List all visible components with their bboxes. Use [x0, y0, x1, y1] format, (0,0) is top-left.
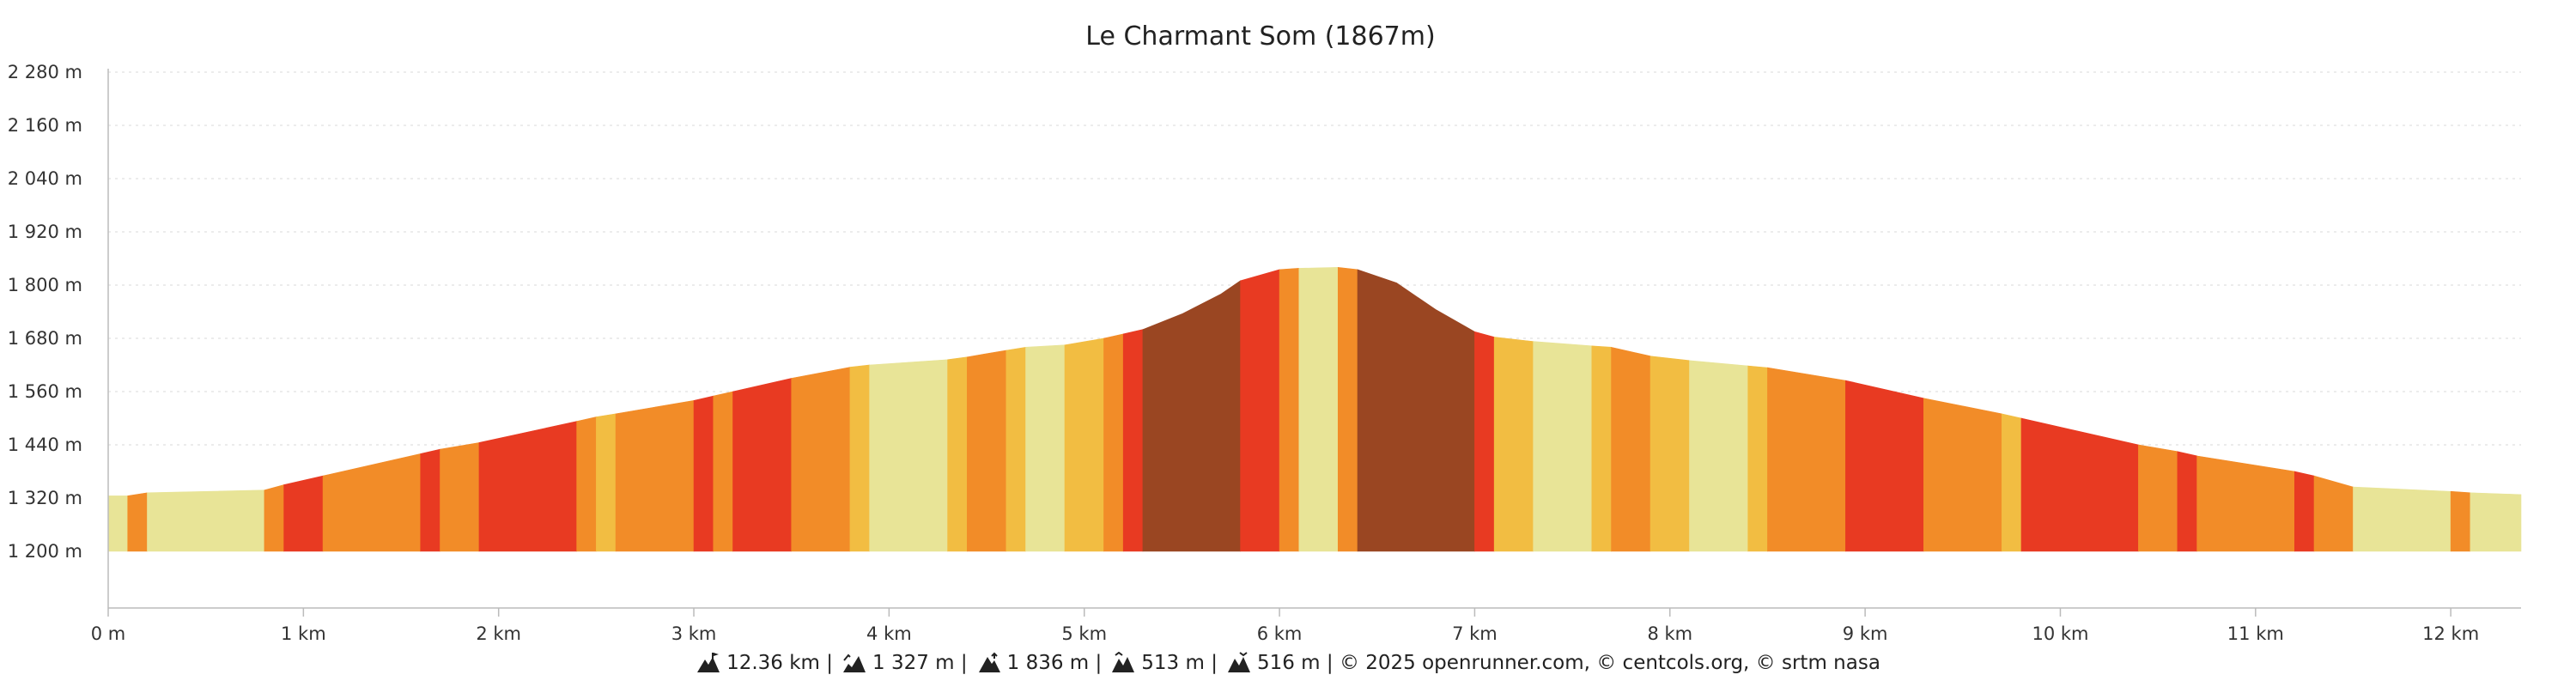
elevation-segment: [1005, 346, 1026, 552]
elevation-loss-stat: 516 m | © 2025 openrunner.com, © centcol…: [1226, 652, 1880, 674]
x-tick-label: 0 m: [91, 623, 126, 644]
x-tick-label: 10 km: [2032, 623, 2088, 644]
elevation-segment: [1279, 268, 1300, 552]
axes: [107, 69, 2521, 609]
y-tick-label: 1 440 m: [8, 435, 82, 455]
x-tick-label: 12 km: [2422, 623, 2479, 644]
elevation-segment: [732, 378, 793, 552]
x-tick-label: 3 km: [671, 623, 717, 644]
distance-stat: 12.36 km |: [696, 652, 833, 674]
route-summary: 12.36 km | 1 327 m | 1 836 m | 513 m | 5…: [0, 646, 2576, 680]
x-tick-label: 7 km: [1452, 623, 1498, 644]
elevation-segment: [2196, 455, 2295, 552]
ascent-stat: 1 327 m |: [841, 652, 968, 674]
x-tick-label: 8 km: [1647, 623, 1692, 644]
ascent-icon: [843, 654, 866, 672]
max-altitude-stat: 1 836 m |: [976, 652, 1103, 674]
elevation-segment: [420, 448, 440, 552]
elevation-segment: [791, 367, 851, 552]
y-tick-label: 1 680 m: [8, 328, 82, 349]
distance-value: 12.36 km |: [726, 652, 834, 674]
elevation-segment: [615, 399, 695, 552]
elevation-segment: [1142, 280, 1241, 552]
elevation-segment: [107, 495, 129, 552]
elevation-segment: [2353, 486, 2451, 552]
y-tick-label: 1 560 m: [8, 381, 82, 402]
elevation-segment: [1357, 269, 1475, 552]
elevation-gain-stat: 513 m |: [1110, 652, 1218, 674]
elevation-segment: [322, 453, 422, 552]
elevation-segment: [2470, 492, 2522, 552]
elevation-segment: [1591, 345, 1612, 552]
y-tick-label: 1 920 m: [8, 222, 82, 242]
y-axis-ticks: 1 200 m 1 320 m 1 440 m 1 560 m 1 680 m 1 800…: [8, 62, 82, 562]
elevation-segment: [1767, 367, 1846, 552]
x-axis-ticks: 0 m 1 km 2 km 3 km 4 km 5 km 6 km 7 km 8 km 9 km 1…: [91, 608, 2479, 644]
chart-title: Le Charmant Som (1867m): [1085, 21, 1435, 52]
y-tick-label: 2 160 m: [8, 115, 82, 136]
elevation-segment: [2001, 413, 2022, 552]
elevation-segment: [264, 484, 284, 552]
elevation-segment: [440, 442, 480, 552]
elevation-segment: [1649, 356, 1690, 552]
x-tick-label: 9 km: [1843, 623, 1888, 644]
elevation-segment: [1337, 266, 1358, 552]
y-tick-label: 1 800 m: [8, 275, 82, 295]
elevation-segment: [1923, 398, 2002, 552]
elevation-segment: [1240, 269, 1280, 552]
elevation-gain-icon: [1112, 652, 1135, 672]
elevation-segment: [1689, 360, 1749, 552]
elevation-segment: [2177, 451, 2197, 552]
x-tick-label: 11 km: [2227, 623, 2284, 644]
ascent-value: 1 327 m |: [872, 652, 968, 674]
elevation-segment: [2138, 444, 2178, 552]
elevation-segment: [1533, 341, 1593, 552]
elevation-segment: [1845, 380, 1924, 552]
elevation-segment: [1474, 331, 1495, 552]
elevation-segment: [478, 421, 577, 552]
elevation-loss-icon: [1227, 652, 1250, 672]
elevation-segment: [1064, 337, 1104, 552]
elevation-gain-value: 513 m |: [1141, 652, 1218, 674]
elevation-segment: [693, 395, 714, 552]
elevation-segment: [576, 416, 597, 552]
elevation-segment: [713, 391, 733, 552]
x-tick-label: 4 km: [866, 623, 912, 644]
elevation-segment: [2020, 417, 2139, 552]
y-tick-label: 1 200 m: [8, 541, 82, 562]
y-tick-label: 2 040 m: [8, 168, 82, 189]
elevation-segment: [1025, 344, 1066, 552]
x-tick-label: 6 km: [1257, 623, 1303, 644]
elevation-segment: [2450, 490, 2471, 552]
distance-icon: [697, 653, 720, 672]
elevation-segment: [1747, 365, 1768, 552]
elevation-segment: [1103, 333, 1124, 552]
y-tick-label: 2 280 m: [8, 62, 82, 82]
elevation-segment: [596, 413, 617, 552]
elevation-segment: [1122, 329, 1144, 552]
max-altitude-icon: [978, 652, 1000, 672]
elevation-segment: [1611, 346, 1651, 552]
elevation-segment: [2293, 471, 2315, 552]
elevation-segment: [283, 475, 324, 552]
max-altitude-value: 1 836 m |: [1006, 652, 1103, 674]
elevation-segment: [849, 364, 870, 552]
elevation-segment: [967, 350, 1007, 552]
x-tick-label: 1 km: [281, 623, 326, 644]
x-tick-label: 5 km: [1061, 623, 1107, 644]
elevation-profile: [107, 266, 2522, 552]
elevation-segment: [1493, 337, 1534, 552]
elevation-segment: [127, 492, 148, 552]
elevation-segment: [2313, 475, 2354, 552]
elevation-segment: [147, 489, 265, 552]
elevation-segment: [947, 356, 968, 552]
y-tick-label: 1 320 m: [8, 488, 82, 508]
elevation-segment: [869, 359, 948, 552]
elevation-loss-value: 516 m | © 2025 openrunner.com, © centcol…: [1256, 652, 1880, 674]
elevation-segment: [1298, 267, 1339, 552]
x-tick-label: 2 km: [476, 623, 521, 644]
